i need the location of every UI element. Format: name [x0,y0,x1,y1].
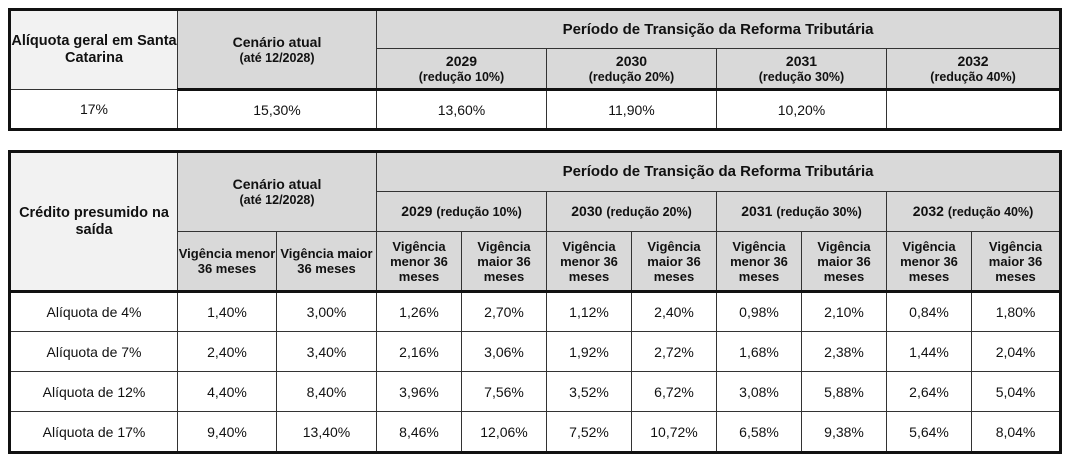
value-cell: 1,40% [177,291,277,332]
value-cell: 9,40% [177,411,277,453]
value-cell: 5,64% [886,411,973,453]
table-row: Alíquota de 7% 2,40% 3,40% 2,16% 3,06% 1,92% 2… [9,331,1062,372]
value-cell: 5,88% [801,371,888,412]
value-cell: 2,72% [631,331,718,372]
year-header-2030: 2030 (redução 20%) [546,191,718,232]
vigencia-menor-header: Vigência menor 36 meses [716,231,803,293]
value-cell: 13,40% [275,411,378,453]
year-header-2030: 2030 (redução 20%) [546,48,717,91]
value-cell: 12,06% [461,411,548,453]
value-cell: 7,52% [546,411,633,453]
value-cell: 6,72% [631,371,718,412]
value-cell: 3,00% [275,291,378,332]
value-cell: 0,98% [716,291,803,332]
year-header-2032: 2032 (redução 40%) [885,48,1062,91]
value-cell: 0,84% [886,291,973,332]
row-label: Alíquota de 7% [9,331,178,372]
value-cell: 2,64% [886,371,973,412]
row-label: Alíquota de 12% [9,371,178,412]
value-cell: 4,40% [177,371,277,412]
rate-cell: 10,20% [716,89,887,130]
vigencia-menor-header: Vigência menor 36 meses [376,231,463,293]
value-cell: 2,40% [631,291,718,332]
vigencia-maior-header: Vigência maior 36 meses [971,231,1062,293]
value-cell: 1,68% [716,331,803,372]
vigencia-maior-header: Vigência maior 36 meses [461,231,548,293]
value-cell: 2,38% [801,331,888,372]
rate-cell: 15,30% [177,89,377,130]
value-cell: 8,04% [971,411,1062,453]
value-cell: 1,12% [546,291,633,332]
table-row: Alíquota de 4% 1,40% 3,00% 1,26% 2,70% 1,12% 2… [9,291,1062,332]
value-cell: 1,80% [971,291,1062,332]
rate-cell: 17% [9,89,178,130]
value-cell: 8,46% [376,411,463,453]
value-cell: 1,92% [546,331,633,372]
value-cell: 2,10% [801,291,888,332]
current-scenario-header: Cenário atual (até 12/2028) [177,9,377,91]
row-header: Crédito presumido na saída [9,151,178,293]
value-cell: 6,58% [716,411,803,453]
row-label: Alíquota de 4% [9,291,178,332]
row-header: Alíquota geral em Santa Catarina [9,9,178,90]
table-row: Alíquota de 12% 4,40% 8,40% 3,96% 7,56% 3,52%… [9,371,1062,412]
value-cell: 10,72% [631,411,718,453]
vigencia-maior-header: Vigência maior 36 meses [801,231,888,293]
value-cell: 2,04% [971,331,1062,372]
year-header-2029: 2029 (redução 10%) [376,191,548,232]
current-scenario-header: Cenário atual (até 12/2028) [176,151,378,232]
aliquota-geral-table: Alíquota geral em Santa Catarina Cenário… [8,8,1063,131]
value-cell: 5,04% [971,371,1062,412]
value-cell: 2,40% [177,331,277,372]
year-header-2032: 2032 (redução 40%) [886,191,1062,232]
value-cell: 3,52% [546,371,633,412]
credito-presumido-table: Crédito presumido na saída Cenário atual… [8,150,1063,454]
value-cell: 1,26% [376,291,463,332]
value-cell: 1,44% [886,331,973,372]
value-cell: 2,16% [376,331,463,372]
vigencia-menor-header: Vigência menor 36 meses [546,231,633,293]
year-header-2029: 2029 (redução 10%) [376,48,547,91]
vigencia-menor-header: Vigência menor 36 meses [177,231,277,293]
value-cell: 8,40% [275,371,378,412]
value-cell: 3,08% [716,371,803,412]
year-header-2031: 2031 (redução 30%) [716,48,887,91]
vigencia-menor-header: Vigência menor 36 meses [886,231,973,293]
row-label: Alíquota de 17% [9,411,178,453]
vigencia-maior-header: Vigência maior 36 meses [631,231,718,293]
value-cell: 3,40% [275,331,378,372]
year-header-2031: 2031 (redução 30%) [716,191,888,232]
transition-header: Período de Transição da Reforma Tributár… [375,9,1062,49]
transition-header: Período de Transição da Reforma Tributár… [376,151,1062,192]
value-cell: 3,06% [461,331,548,372]
value-cell: 3,96% [376,371,463,412]
rate-cell: 13,60% [376,89,547,130]
vigencia-maior-header: Vigência maior 36 meses [275,231,378,293]
value-cell: 9,38% [801,411,888,453]
value-cell: 2,70% [461,291,548,332]
value-cell: 7,56% [461,371,548,412]
table-row: Alíquota de 17% 9,40% 13,40% 8,46% 12,06% 7,5… [9,411,1062,453]
rate-cell: 11,90% [546,89,717,130]
